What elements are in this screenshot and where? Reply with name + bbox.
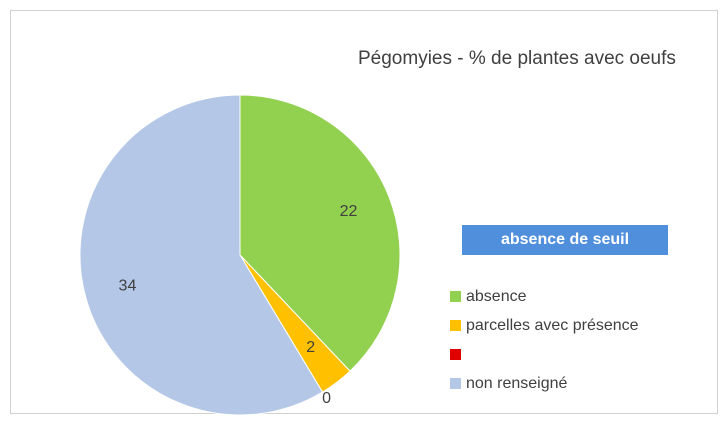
data-label: 2 <box>306 339 315 356</box>
pie-slice <box>79 94 324 416</box>
legend-swatch <box>450 349 461 360</box>
legend-swatch <box>450 378 461 389</box>
pie-slice <box>239 94 401 372</box>
legend-swatch <box>450 291 461 302</box>
annotation: absence de seuil <box>462 225 668 255</box>
data-label: 34 <box>119 277 137 294</box>
legend-label: absence <box>466 288 527 305</box>
chart-frame <box>10 10 718 414</box>
legend-label: parcelles avec présence <box>466 317 639 334</box>
legend-label: non renseigné <box>466 375 568 392</box>
data-label: 22 <box>340 203 358 220</box>
legend-swatch <box>450 320 461 331</box>
data-label: 0 <box>322 390 331 407</box>
chart-title: Pégomyies - % de plantes avec oeufs <box>358 48 676 69</box>
